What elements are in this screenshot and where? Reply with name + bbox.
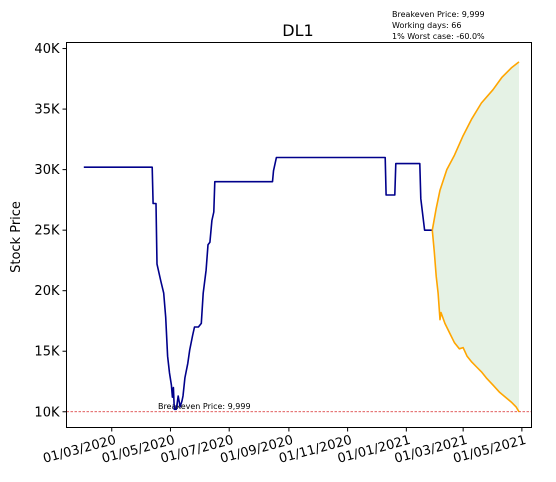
info-annotations: Breakeven Price: 9,999 Working days: 66 … xyxy=(392,10,485,41)
series-history-line xyxy=(83,156,433,411)
y-tick-label: 15K xyxy=(34,345,60,360)
info-breakeven-text: Breakeven Price: 9,999 xyxy=(392,10,485,19)
plot-area: Breakeven Price: 9,999 xyxy=(66,61,532,413)
forecast-band-fill xyxy=(432,61,519,412)
series-lower-line xyxy=(431,230,520,413)
y-tick-label: 30K xyxy=(34,163,60,178)
info-worst-case-text: 1% Worst case: -60.0% xyxy=(392,32,485,41)
y-tick-label: 20K xyxy=(34,284,60,299)
chart-title: DL1 xyxy=(282,21,313,40)
y-tick-label: 35K xyxy=(34,103,60,118)
series-upper-line xyxy=(431,61,520,231)
y-axis: 10K 15K 20K 25K 30K 35K 40K xyxy=(34,42,67,420)
breakeven-layer: Breakeven Price: 9,999 xyxy=(66,402,532,413)
y-tick-label: 10K xyxy=(34,405,60,420)
y-tick-label: 25K xyxy=(34,224,60,239)
info-working-days-text: Working days: 66 xyxy=(392,21,461,30)
confidence-band xyxy=(432,61,519,412)
y-axis-label: Stock Price xyxy=(9,201,24,273)
breakeven-label: Breakeven Price: 9,999 xyxy=(158,402,251,411)
plot-frame xyxy=(66,42,532,428)
y-tick-label: 40K xyxy=(34,42,60,57)
series-layer xyxy=(83,61,520,413)
